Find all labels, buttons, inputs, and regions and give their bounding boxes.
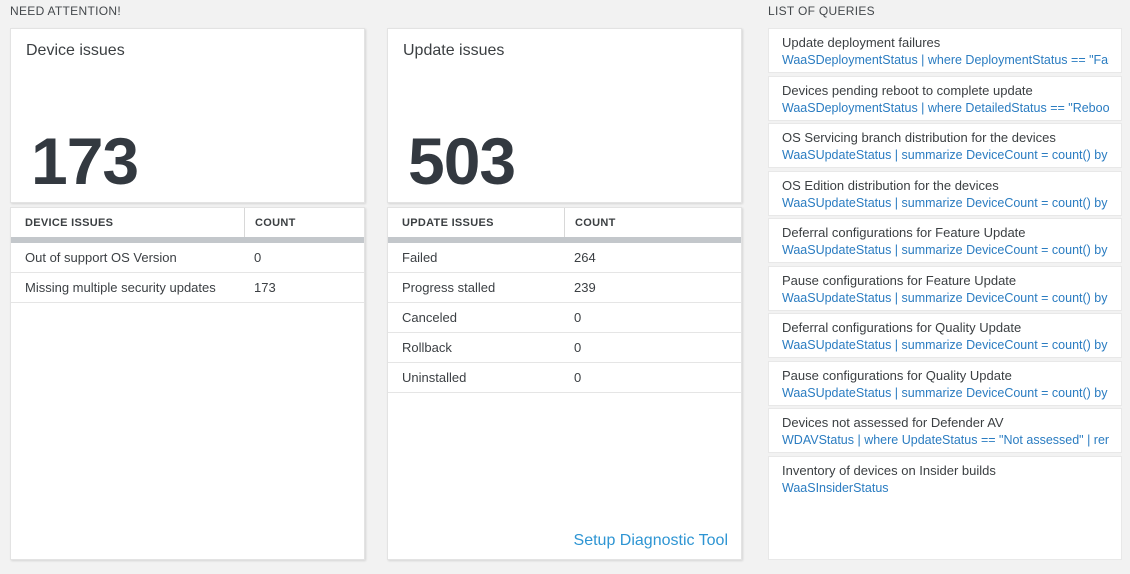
row-count: 0 <box>254 250 262 265</box>
query-text: WaaSUpdateStatus | summarize DeviceCount… <box>782 243 1109 257</box>
grid-top-bar <box>11 237 364 243</box>
query-text: WaaSDeploymentStatus | where DetailedSta… <box>782 100 1109 115</box>
table-row[interactable]: Canceled 0 <box>388 303 741 333</box>
list-of-queries-header: LIST OF QUERIES <box>768 4 875 18</box>
table-header-row: DEVICE ISSUES COUNT <box>11 208 364 237</box>
table-row[interactable]: Missing multiple security updates 173 <box>11 273 364 303</box>
update-issues-big-count: 503 <box>408 124 516 198</box>
row-count: 0 <box>574 340 582 355</box>
query-title: Deferral configurations for Quality Upda… <box>782 320 1022 335</box>
query-text: WaaSInsiderStatus <box>782 480 889 495</box>
query-title: Deferral configurations for Feature Upda… <box>782 225 1026 240</box>
row-count: 0 <box>574 310 582 325</box>
device-issues-big-count: 173 <box>31 124 139 198</box>
query-item[interactable]: OS Servicing branch distribution for the… <box>768 123 1122 168</box>
row-label: Canceled <box>402 310 457 325</box>
row-count: 173 <box>254 280 276 295</box>
table-row[interactable]: Rollback 0 <box>388 333 741 363</box>
query-item[interactable]: Devices not assessed for Defender AV WDA… <box>768 408 1122 453</box>
query-title: Devices not assessed for Defender AV <box>782 415 1004 430</box>
query-text: WaaSUpdateStatus | summarize DeviceCount… <box>782 148 1109 162</box>
column-header-update-issues: UPDATE ISSUES <box>402 216 494 229</box>
table-header-row: UPDATE ISSUES COUNT <box>388 208 741 237</box>
query-item[interactable]: Deferral configurations for Feature Upda… <box>768 218 1122 263</box>
query-text: WaaSDeploymentStatus | where DeploymentS… <box>782 53 1109 67</box>
query-title: Pause configurations for Feature Update <box>782 272 1017 288</box>
query-title: OS Edition distribution for the devices <box>782 177 999 193</box>
query-text: WaaSUpdateStatus | summarize DeviceCount… <box>782 195 1109 210</box>
query-item[interactable]: OS Edition distribution for the devices … <box>768 170 1122 216</box>
need-attention-header: NEED ATTENTION! <box>10 4 121 18</box>
query-item[interactable]: Pause configurations for Quality Update … <box>768 360 1122 406</box>
row-label: Uninstalled <box>402 370 467 385</box>
query-item[interactable]: Inventory of devices on Insider builds W… <box>768 455 1122 560</box>
column-header-count: COUNT <box>244 208 364 237</box>
row-label: Missing multiple security updates <box>25 280 216 295</box>
row-label: Progress stalled <box>402 280 496 295</box>
table-row[interactable]: Failed 264 <box>388 243 741 273</box>
row-label: Failed <box>402 250 438 265</box>
query-item[interactable]: Deferral configurations for Quality Upda… <box>768 313 1122 358</box>
query-item[interactable]: Devices pending reboot to complete updat… <box>768 75 1122 121</box>
row-label: Out of support OS Version <box>25 250 177 265</box>
setup-diagnostic-tool-link[interactable]: Setup Diagnostic Tool <box>573 532 728 549</box>
table-row[interactable]: Progress stalled 239 <box>388 273 741 303</box>
query-title: Inventory of devices on Insider builds <box>782 462 996 478</box>
query-title: Devices pending reboot to complete updat… <box>782 82 1033 98</box>
query-item[interactable]: Update deployment failures WaaSDeploymen… <box>768 28 1122 73</box>
column-header-count: COUNT <box>564 208 741 237</box>
table-row[interactable]: Out of support OS Version 0 <box>11 243 364 273</box>
row-label: Rollback <box>402 340 452 355</box>
query-text: WDAVStatus | where UpdateStatus == "Not … <box>782 433 1109 447</box>
column-header-device-issues: DEVICE ISSUES <box>25 216 114 229</box>
update-issues-table: UPDATE ISSUES COUNT Failed 264 Progress … <box>387 207 742 560</box>
device-issues-table: DEVICE ISSUES COUNT Out of support OS Ve… <box>10 207 365 560</box>
update-issues-title: Update issues <box>403 42 505 59</box>
query-text: WaaSUpdateStatus | summarize DeviceCount… <box>782 290 1109 305</box>
device-issues-title: Device issues <box>26 42 125 59</box>
row-count: 0 <box>574 370 582 385</box>
query-text: WaaSUpdateStatus | summarize DeviceCount… <box>782 385 1109 400</box>
query-title: OS Servicing branch distribution for the… <box>782 130 1056 145</box>
row-count: 264 <box>574 250 596 265</box>
query-text: WaaSUpdateStatus | summarize DeviceCount… <box>782 338 1109 352</box>
device-issues-tile[interactable]: Device issues 173 <box>10 28 365 203</box>
row-count: 239 <box>574 280 596 295</box>
query-list-panel: Update deployment failures WaaSDeploymen… <box>768 28 1122 560</box>
query-item[interactable]: Pause configurations for Feature Update … <box>768 265 1122 311</box>
update-issues-tile[interactable]: Update issues 503 <box>387 28 742 203</box>
grid-top-bar <box>388 237 741 243</box>
query-title: Pause configurations for Quality Update <box>782 367 1012 383</box>
table-row[interactable]: Uninstalled 0 <box>388 363 741 393</box>
query-title: Update deployment failures <box>782 35 941 50</box>
